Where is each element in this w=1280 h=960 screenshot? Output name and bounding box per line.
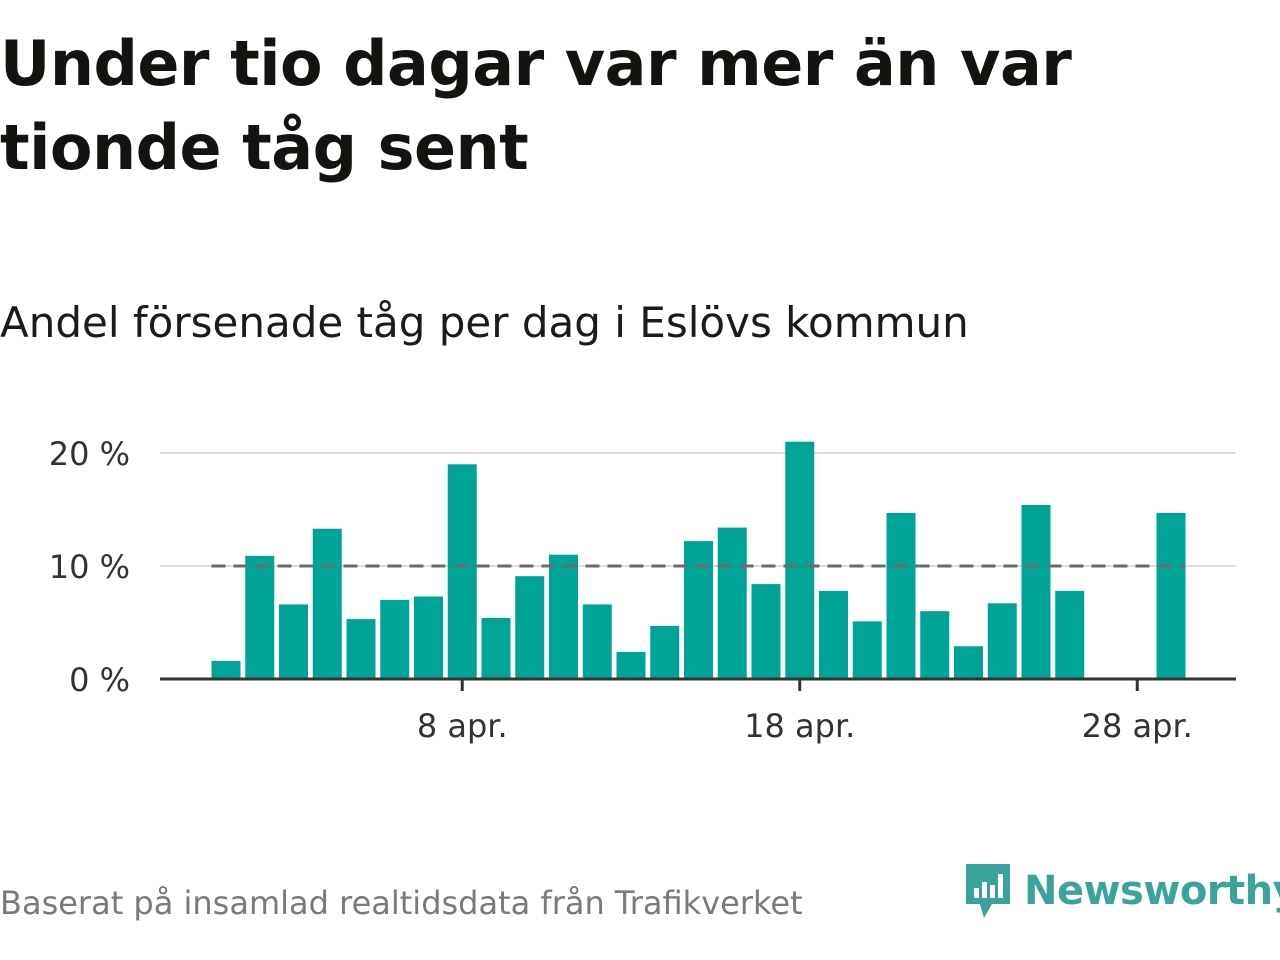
bar: [1156, 512, 1186, 679]
bar: [987, 603, 1017, 679]
y-tick-label: 0 %: [69, 661, 130, 699]
bar: [515, 576, 545, 679]
bar: [717, 527, 747, 679]
bar: [616, 651, 646, 679]
bar: [954, 646, 983, 679]
bar: [920, 611, 950, 679]
brand-name: Newsworthy: [1024, 868, 1280, 914]
bar: [312, 528, 342, 679]
bar: [1055, 590, 1085, 679]
bar: [751, 584, 781, 679]
bar-chart: 0 % 10 % 20 % 8 apr. 18 apr. 28 apr.: [49, 435, 1236, 745]
bar: [650, 625, 680, 679]
bar: [582, 604, 612, 679]
source-note: Baserat på insamlad realtidsdata från Tr…: [0, 884, 803, 922]
chart-subtitle: Andel försenade tåg per dag i Eslövs kom…: [0, 298, 969, 347]
y-tick-label: 10 %: [49, 548, 130, 586]
bar: [852, 621, 882, 679]
bar: [211, 660, 241, 679]
bar: [785, 441, 815, 679]
bar: [380, 599, 410, 679]
axes: 0 % 10 % 20 % 8 apr. 18 apr. 28 apr.: [49, 435, 1236, 745]
x-tick-label: 28 apr.: [1082, 707, 1193, 745]
x-tick-label: 8 apr.: [417, 707, 508, 745]
bar: [1021, 504, 1051, 679]
bar: [886, 512, 916, 679]
bar: [481, 617, 511, 679]
bar: [414, 596, 443, 679]
x-tick-label: 18 apr.: [744, 707, 855, 745]
y-tick-label: 20 %: [49, 435, 130, 473]
bar: [447, 464, 477, 679]
newsworthy-logo-icon: [966, 864, 1010, 918]
chart-title: Under tio dagar var mer än var tionde tå…: [0, 27, 1072, 184]
bar: [684, 541, 713, 679]
bar: [549, 554, 578, 679]
bar: [346, 619, 376, 679]
bar: [819, 590, 848, 679]
bar: [279, 604, 308, 679]
brand-logo: Newsworthy: [962, 860, 1280, 922]
bar: [245, 555, 275, 679]
bars: [211, 441, 1186, 679]
